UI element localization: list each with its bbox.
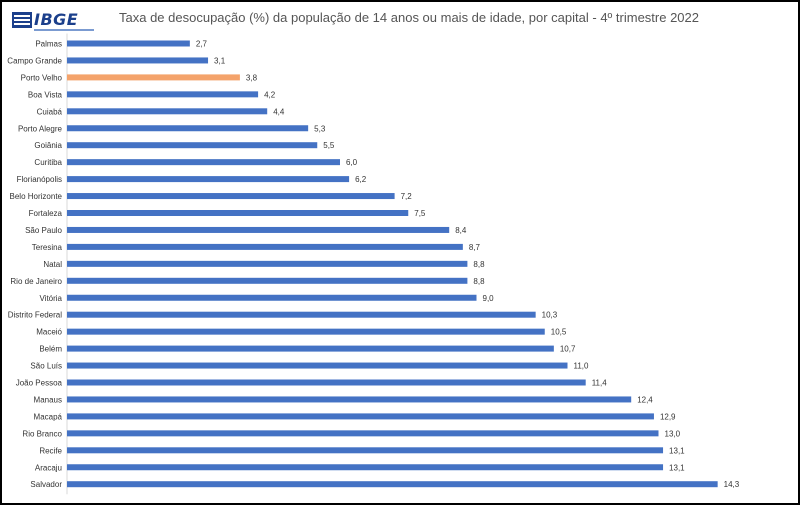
value-label: 14,3 xyxy=(724,480,740,489)
bar xyxy=(67,464,664,471)
bar xyxy=(67,345,554,352)
bar xyxy=(67,481,718,488)
category-label: Macapá xyxy=(34,412,63,421)
bar xyxy=(67,362,568,369)
bar-highlighted xyxy=(67,74,240,81)
bar xyxy=(67,57,209,64)
value-label: 6,0 xyxy=(346,158,358,167)
value-label: 7,2 xyxy=(401,192,413,201)
category-label: Goiânia xyxy=(34,141,62,150)
category-label: Palmas xyxy=(35,40,62,49)
value-label: 10,5 xyxy=(551,328,567,337)
bar xyxy=(67,142,318,149)
bar xyxy=(67,311,536,318)
value-label: 9,0 xyxy=(483,294,495,303)
ibge-logo-text: IBGE xyxy=(34,10,79,29)
value-label: 12,4 xyxy=(637,395,653,404)
value-label: 3,1 xyxy=(214,56,226,65)
ibge-logo-mark-icon xyxy=(12,12,32,28)
category-label: Florianópolis xyxy=(17,175,62,184)
category-label: Cuiabá xyxy=(37,107,63,116)
value-label: 5,5 xyxy=(323,141,335,150)
bar xyxy=(67,125,309,132)
category-label: Porto Alegre xyxy=(18,124,63,133)
value-label: 8,7 xyxy=(469,243,481,252)
category-label: Vitória xyxy=(39,294,62,303)
value-label: 4,2 xyxy=(264,90,276,99)
category-label: Recife xyxy=(39,446,62,455)
value-label: 5,3 xyxy=(314,124,326,133)
value-label: 12,9 xyxy=(660,412,676,421)
bar xyxy=(67,396,632,403)
value-label: 4,4 xyxy=(273,107,285,116)
bar xyxy=(67,328,545,335)
category-label: Aracaju xyxy=(35,463,62,472)
ibge-logo-tagline xyxy=(34,29,94,31)
category-label: Boa Vista xyxy=(28,90,63,99)
value-label: 2,7 xyxy=(196,40,208,49)
category-label: São Paulo xyxy=(25,226,62,235)
category-label: Manaus xyxy=(34,395,62,404)
bar xyxy=(67,413,654,420)
value-label: 6,2 xyxy=(355,175,367,184)
value-label: 11,0 xyxy=(574,362,590,371)
chart-title: Taxa de desocupação (%) da população de … xyxy=(119,10,699,25)
bar xyxy=(67,294,477,301)
bar xyxy=(67,210,409,216)
category-label: Maceió xyxy=(36,328,62,337)
value-label: 10,3 xyxy=(542,311,558,320)
value-label: 8,8 xyxy=(473,277,485,286)
bar xyxy=(67,91,259,98)
category-label: Distrito Federal xyxy=(8,311,62,320)
value-label: 8,8 xyxy=(473,260,485,269)
value-label: 10,7 xyxy=(560,345,576,354)
bar xyxy=(67,40,190,47)
category-label: São Luís xyxy=(30,362,62,371)
value-label: 11,4 xyxy=(592,379,608,388)
bar xyxy=(67,447,664,454)
category-label: Belém xyxy=(39,345,62,354)
bar xyxy=(67,260,468,267)
bar xyxy=(67,243,463,250)
bar xyxy=(67,379,586,386)
bar xyxy=(67,159,340,166)
bar xyxy=(67,226,450,233)
category-label: Salvador xyxy=(30,480,62,489)
category-label: Teresina xyxy=(32,243,63,252)
category-label: Natal xyxy=(43,260,62,269)
bar xyxy=(67,108,268,115)
category-label: Porto Velho xyxy=(21,73,63,82)
category-label: Belo Horizonte xyxy=(10,192,63,201)
ibge-logo: IBGE xyxy=(12,10,94,36)
category-label: Rio de Janeiro xyxy=(10,277,62,286)
category-label: Rio Branco xyxy=(22,429,62,438)
category-label: Campo Grande xyxy=(7,56,62,65)
value-label: 7,5 xyxy=(414,209,426,218)
bar xyxy=(67,176,350,183)
category-label: João Pessoa xyxy=(16,379,63,388)
value-label: 13,1 xyxy=(669,446,685,455)
bar xyxy=(67,277,468,284)
bar xyxy=(67,193,395,200)
value-label: 3,8 xyxy=(246,73,258,82)
category-label: Curitiba xyxy=(34,158,62,167)
category-label: Fortaleza xyxy=(29,209,63,218)
value-label: 13,1 xyxy=(669,463,685,472)
bar xyxy=(67,430,659,437)
value-label: 8,4 xyxy=(455,226,467,235)
value-label: 13,0 xyxy=(665,429,681,438)
